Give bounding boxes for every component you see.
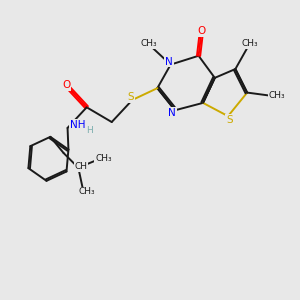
Text: S: S [226, 115, 233, 125]
Text: CH₃: CH₃ [242, 40, 258, 49]
Text: N: N [165, 57, 173, 67]
Text: N: N [168, 108, 176, 118]
Text: O: O [197, 26, 206, 36]
Text: S: S [128, 92, 134, 102]
Text: CH₃: CH₃ [79, 188, 95, 196]
Text: CH₃: CH₃ [268, 91, 285, 100]
Text: H: H [86, 126, 93, 135]
Text: CH₃: CH₃ [95, 154, 112, 164]
Text: CH₃: CH₃ [140, 40, 157, 49]
Text: O: O [62, 80, 70, 90]
Text: NH: NH [70, 120, 85, 130]
Text: CH: CH [75, 162, 88, 171]
